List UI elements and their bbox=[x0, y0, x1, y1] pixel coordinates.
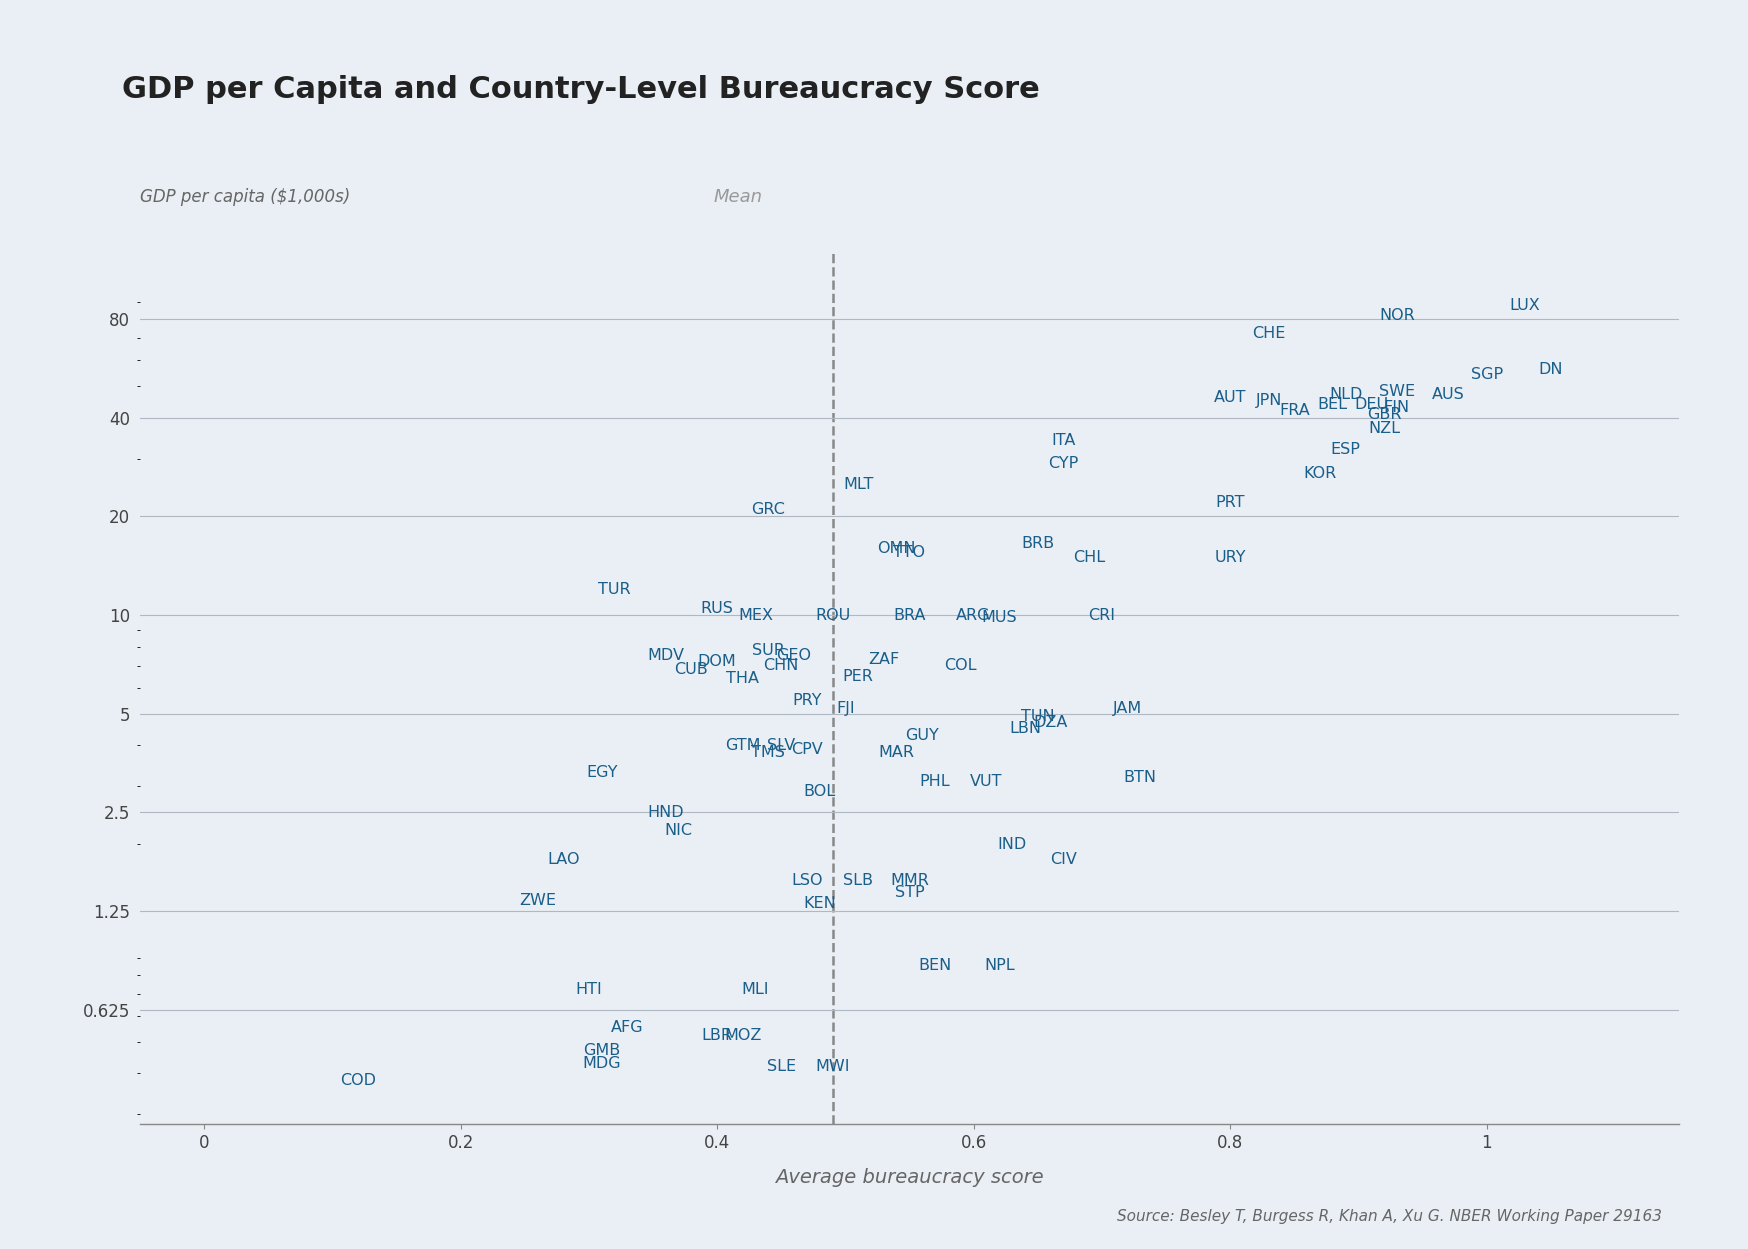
Text: CUB: CUB bbox=[675, 662, 708, 677]
Text: MLI: MLI bbox=[741, 982, 769, 997]
Text: NPL: NPL bbox=[984, 958, 1014, 973]
Text: AFG: AFG bbox=[610, 1020, 643, 1035]
Text: PHL: PHL bbox=[919, 774, 949, 789]
Text: ROU: ROU bbox=[815, 607, 850, 622]
Text: KOR: KOR bbox=[1302, 466, 1335, 481]
Text: TMS: TMS bbox=[752, 746, 785, 761]
Text: KEN: KEN bbox=[802, 896, 836, 911]
Text: MMR: MMR bbox=[890, 873, 928, 888]
Text: MEX: MEX bbox=[738, 607, 773, 622]
Text: OMN: OMN bbox=[877, 541, 916, 556]
Text: FIN: FIN bbox=[1383, 400, 1409, 415]
Text: MWI: MWI bbox=[815, 1059, 850, 1074]
Text: ARG: ARG bbox=[956, 607, 991, 622]
Text: DEU: DEU bbox=[1353, 396, 1388, 412]
Text: COD: COD bbox=[339, 1073, 376, 1088]
Text: STP: STP bbox=[895, 886, 923, 901]
Text: URY: URY bbox=[1213, 550, 1245, 565]
Text: JAM: JAM bbox=[1112, 701, 1141, 716]
Text: CHE: CHE bbox=[1252, 326, 1285, 341]
Text: CIV: CIV bbox=[1049, 852, 1077, 867]
Text: ESP: ESP bbox=[1330, 442, 1360, 457]
Text: COL: COL bbox=[944, 658, 977, 673]
Text: GDP per capita ($1,000s): GDP per capita ($1,000s) bbox=[140, 189, 350, 206]
Text: ZWE: ZWE bbox=[519, 893, 556, 908]
Text: NLD: NLD bbox=[1328, 387, 1362, 402]
Text: GDP per Capita and Country-Level Bureaucracy Score: GDP per Capita and Country-Level Bureauc… bbox=[122, 75, 1040, 104]
Text: SLE: SLE bbox=[766, 1059, 795, 1074]
Text: CRI: CRI bbox=[1087, 607, 1115, 622]
Text: MUS: MUS bbox=[981, 611, 1017, 626]
Text: MOZ: MOZ bbox=[724, 1028, 760, 1043]
Text: BEL: BEL bbox=[1316, 396, 1348, 412]
Text: DZA: DZA bbox=[1033, 714, 1066, 729]
Text: GTM: GTM bbox=[725, 738, 760, 753]
X-axis label: Average bureaucracy score: Average bureaucracy score bbox=[774, 1169, 1044, 1188]
Text: NZL: NZL bbox=[1367, 421, 1398, 436]
Text: MAR: MAR bbox=[877, 746, 914, 761]
Text: FJI: FJI bbox=[836, 701, 855, 716]
Text: LSO: LSO bbox=[790, 873, 822, 888]
Text: SUR: SUR bbox=[752, 643, 785, 658]
Text: DN: DN bbox=[1538, 362, 1563, 377]
Text: CHN: CHN bbox=[764, 658, 799, 673]
Text: Mean: Mean bbox=[713, 189, 762, 206]
Text: CYP: CYP bbox=[1047, 456, 1079, 471]
Text: LUX: LUX bbox=[1509, 297, 1540, 312]
Text: Source: Besley T, Burgess R, Khan A, Xu G. NBER Working Paper 29163: Source: Besley T, Burgess R, Khan A, Xu … bbox=[1115, 1209, 1661, 1224]
Text: SGP: SGP bbox=[1470, 367, 1502, 382]
Text: MDV: MDV bbox=[647, 648, 683, 663]
Text: SWE: SWE bbox=[1377, 385, 1414, 400]
Text: SLV: SLV bbox=[767, 738, 795, 753]
Text: THA: THA bbox=[725, 671, 759, 686]
Text: BEN: BEN bbox=[918, 958, 951, 973]
Text: BRB: BRB bbox=[1021, 536, 1054, 551]
Text: BTN: BTN bbox=[1124, 769, 1155, 784]
Text: GBR: GBR bbox=[1365, 407, 1400, 422]
Text: DOM: DOM bbox=[697, 654, 736, 669]
Text: FRA: FRA bbox=[1278, 403, 1309, 418]
Text: BOL: BOL bbox=[802, 784, 836, 799]
Text: ITA: ITA bbox=[1051, 433, 1075, 448]
Text: PER: PER bbox=[843, 669, 872, 684]
Text: GEO: GEO bbox=[776, 648, 811, 663]
Text: MDG: MDG bbox=[582, 1055, 621, 1070]
Text: TTO: TTO bbox=[893, 545, 925, 560]
Text: EGY: EGY bbox=[586, 766, 617, 781]
Text: SLB: SLB bbox=[843, 873, 872, 888]
Text: JPN: JPN bbox=[1255, 393, 1281, 408]
Text: GMB: GMB bbox=[582, 1043, 621, 1058]
Text: TUR: TUR bbox=[598, 582, 631, 597]
Text: PRT: PRT bbox=[1215, 496, 1245, 511]
Text: GRC: GRC bbox=[752, 502, 785, 517]
Text: AUS: AUS bbox=[1432, 387, 1463, 402]
Text: AUT: AUT bbox=[1213, 390, 1246, 405]
Text: IND: IND bbox=[996, 837, 1026, 852]
Text: PRY: PRY bbox=[792, 693, 822, 708]
Text: NIC: NIC bbox=[664, 823, 692, 838]
Text: RUS: RUS bbox=[701, 601, 732, 616]
Text: MLT: MLT bbox=[843, 477, 872, 492]
Text: BRA: BRA bbox=[893, 607, 925, 622]
Text: ZAF: ZAF bbox=[867, 652, 898, 667]
Text: LAO: LAO bbox=[547, 852, 579, 867]
Text: LBN: LBN bbox=[1009, 721, 1040, 736]
Text: HTI: HTI bbox=[575, 982, 601, 997]
Text: NOR: NOR bbox=[1377, 309, 1414, 323]
Text: TUN: TUN bbox=[1021, 709, 1054, 724]
Text: CPV: CPV bbox=[790, 742, 822, 757]
Text: HND: HND bbox=[647, 804, 683, 819]
Text: CHL: CHL bbox=[1072, 550, 1105, 565]
Text: VUT: VUT bbox=[970, 774, 1002, 789]
Text: GUY: GUY bbox=[905, 728, 939, 743]
Text: LBR: LBR bbox=[701, 1028, 732, 1043]
